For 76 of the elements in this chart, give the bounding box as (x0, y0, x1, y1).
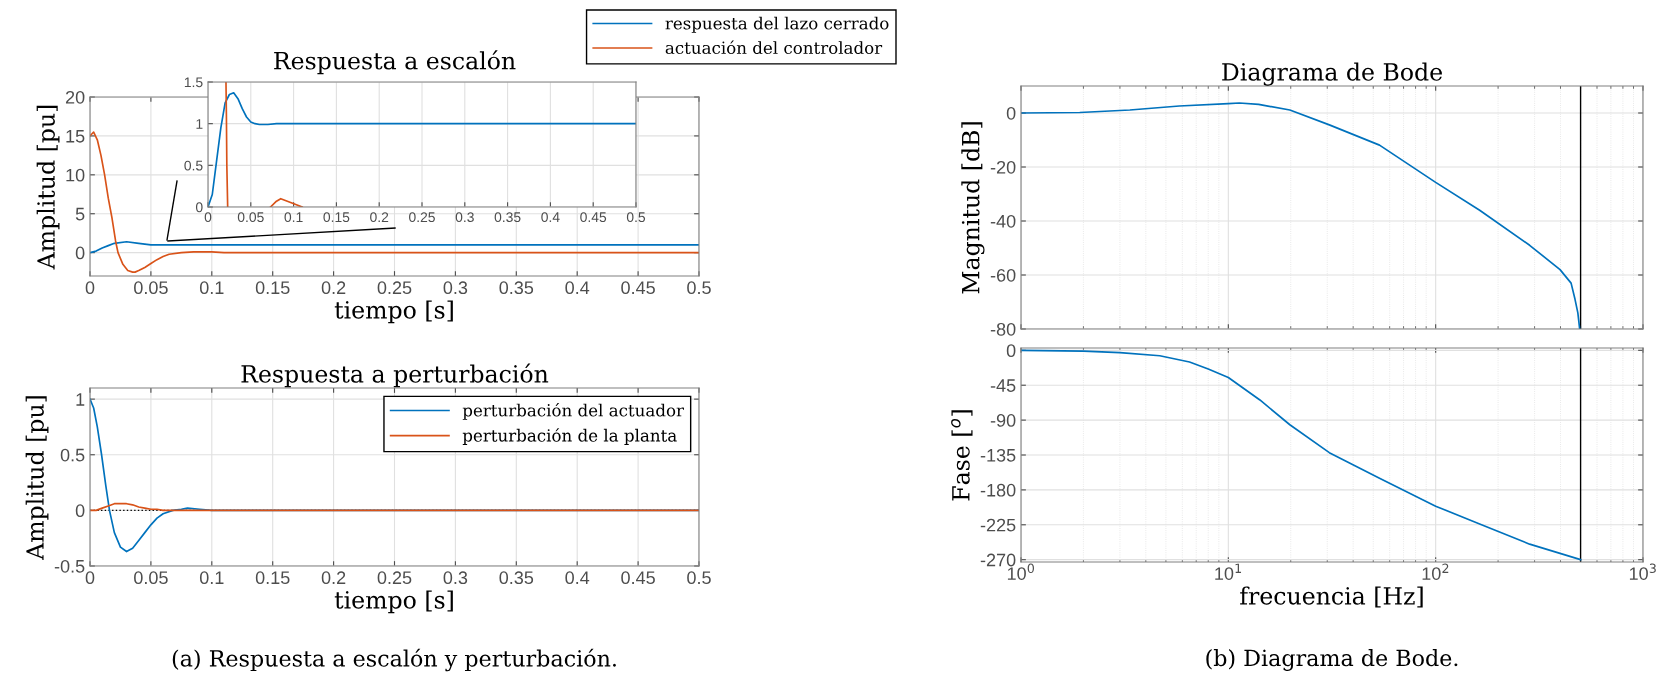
y-tick-label: 1.5 (184, 77, 203, 88)
x-tick-label: 0.05 (134, 571, 168, 585)
y-tick-label: -225 (980, 518, 1016, 532)
y-tick-label: -45 (990, 379, 1016, 392)
x-tick-label: 0.25 (409, 212, 435, 223)
x-tick-label: 0.1 (284, 212, 303, 223)
x-tick-label: 0.45 (621, 571, 655, 585)
x-tick-label: 0.35 (499, 281, 534, 295)
x-tick-label: 0.3 (443, 571, 468, 585)
legend-label: actuación del controlador (665, 40, 883, 55)
x-tick-label: 10$^{1}$ (1215, 563, 1242, 580)
y-tick-label: -135 (980, 448, 1016, 462)
x-tick-label: 0.05 (237, 212, 264, 223)
x-tick-label: 0.25 (377, 571, 412, 585)
y-tick-label: 15 (66, 130, 85, 143)
x-tick-label: 0.45 (580, 212, 607, 223)
y-tick-label: -90 (990, 414, 1016, 427)
x-tick-label: 10$^{3}$ (1629, 563, 1656, 580)
x-tick-label: 0.2 (370, 212, 389, 223)
y-tick-label: 0 (1006, 344, 1016, 358)
y-tick-label: 1 (76, 393, 85, 406)
y-tick-label: -0.5 (54, 559, 85, 573)
x-tick-label: 0.25 (377, 281, 412, 295)
text: (b) Diagrama de Bode. (1206, 649, 1458, 671)
y-tick-label: 0 (75, 504, 85, 518)
x-tick-label: 0.5 (687, 571, 711, 585)
x-tick-label: 0.2 (321, 281, 346, 295)
y-tick-label: 5 (75, 207, 85, 221)
x-tick-label: 0.1 (199, 281, 224, 295)
y-axis-title: Fase [$^{o}$] (951, 410, 973, 501)
x-tick-label: 0.2 (321, 571, 346, 585)
y-tick-label: -80 (990, 322, 1016, 336)
chart-title: Respuesta a perturbación (241, 363, 549, 388)
x-tick-label: 0.5 (687, 281, 711, 295)
y-axis-title: Amplitud [pu] (36, 105, 60, 270)
y-tick-label: 0 (75, 246, 85, 260)
x-tick-label: 0.4 (565, 281, 590, 295)
x-tick-label: 0.4 (565, 571, 590, 585)
y-tick-label: 0 (195, 202, 203, 213)
x-tick-label: 0.1 (199, 571, 224, 585)
y-axis-title: Amplitud [pu] (25, 396, 49, 560)
x-axis-title: tiempo [s] (334, 590, 453, 614)
y-tick-label: -40 (990, 214, 1016, 228)
y-tick-label: 20 (65, 90, 85, 104)
x-tick-label: 0 (85, 281, 95, 295)
x-tick-label: 0 (85, 571, 95, 585)
chart-title: Respuesta a escalón (274, 50, 516, 75)
y-tick-label: -20 (990, 160, 1016, 174)
x-tick-label: 0 (204, 212, 212, 223)
y-tick-label: 1 (196, 119, 203, 129)
x-tick-label: 0.05 (134, 281, 168, 295)
y-tick-label: 0.5 (184, 160, 203, 171)
chart-title: Diagrama de Bode (1222, 62, 1442, 86)
x-tick-label: 0.3 (443, 281, 468, 295)
legend-label: perturbación del actuador (462, 403, 684, 420)
text: (a) Respuesta a escalón y perturbación. (172, 648, 616, 672)
x-tick-label: 0.35 (499, 571, 534, 585)
x-tick-label: 0.5 (626, 212, 646, 223)
x-tick-label: 0.15 (323, 212, 350, 223)
x-tick-label: 0.4 (541, 212, 560, 223)
y-axis-title: Magnitud [dB] (961, 122, 985, 294)
legend-label: respuesta del lazo cerrado (665, 16, 889, 33)
x-tick-label: 0.45 (621, 281, 655, 295)
y-tick-label: 10 (66, 168, 85, 182)
x-axis-title: tiempo [s] (334, 300, 453, 324)
y-tick-label: 0.5 (60, 448, 85, 462)
x-tick-label: 10$^{2}$ (1422, 563, 1449, 580)
x-tick-label: 0.15 (255, 281, 290, 295)
x-tick-label: 0.15 (255, 571, 290, 585)
y-tick-label: -180 (980, 483, 1016, 497)
legend-label: perturbación de la planta (462, 428, 677, 445)
y-tick-label: 0 (1006, 106, 1016, 120)
x-tick-label: 0.35 (494, 212, 521, 223)
x-tick-label: 0.3 (455, 212, 474, 223)
y-tick-label: -60 (990, 268, 1016, 282)
x-axis-title: frecuencia [Hz] (1240, 586, 1423, 608)
